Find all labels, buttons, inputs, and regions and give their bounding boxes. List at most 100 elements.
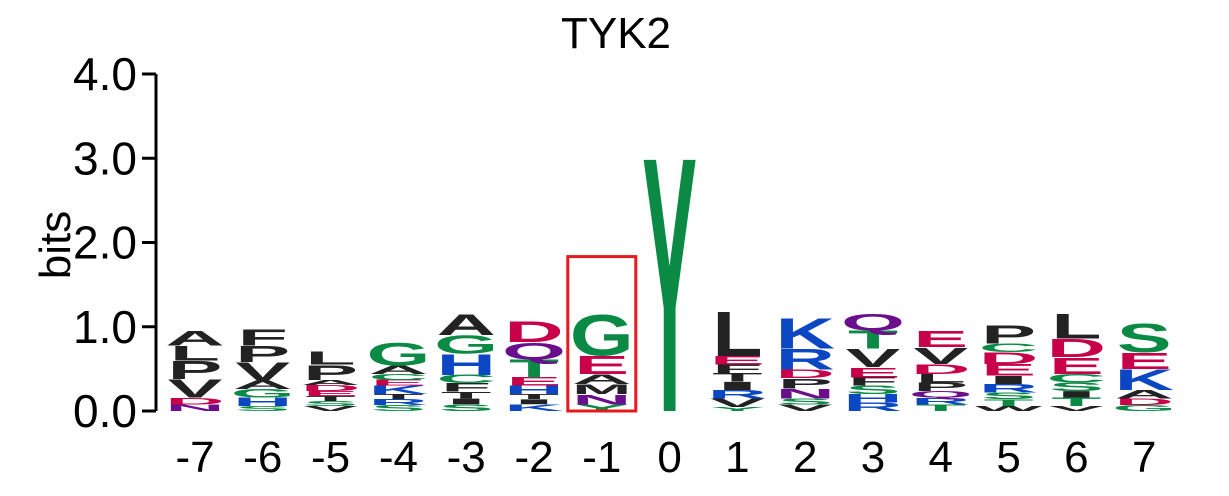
logo-letter: F xyxy=(238,324,288,350)
logo-letter: S xyxy=(371,404,426,413)
logo-letter: T xyxy=(509,393,559,401)
logo-letter: C xyxy=(1047,372,1106,385)
logo-letter: C xyxy=(437,373,496,386)
logo-letter: G xyxy=(1112,404,1176,413)
logo-letter: E xyxy=(710,354,765,367)
logo-letter: L xyxy=(712,298,762,370)
logo-letter: H xyxy=(504,384,563,397)
logo-letter: V xyxy=(710,396,765,409)
logo-letter: Y xyxy=(642,81,697,489)
logo-letter: V xyxy=(235,357,290,386)
x-tick-label: 2 xyxy=(793,433,817,482)
logo-letter: P xyxy=(303,361,358,385)
logo-letter: Y xyxy=(710,406,765,413)
logo-letter: A xyxy=(165,326,224,350)
logo-letter: S xyxy=(778,397,833,406)
x-tick-label: 1 xyxy=(725,433,749,482)
logo-letter: P xyxy=(235,341,290,367)
y-tick-label: 4.0 xyxy=(73,48,137,100)
logo-letter: T xyxy=(916,403,967,413)
logo-letter: P xyxy=(981,320,1036,349)
logo-letter: V xyxy=(778,403,833,413)
logo-letter: C xyxy=(369,373,428,382)
logo-letter: R xyxy=(708,388,767,401)
chart-title: TYK2 xyxy=(561,9,671,58)
logo-letter: D xyxy=(504,316,563,349)
logo-letter: N xyxy=(776,386,835,402)
logo-letter: D xyxy=(911,362,970,378)
highlight-box xyxy=(566,255,638,413)
x-tick-label: 6 xyxy=(1064,433,1088,482)
logo-letter: E xyxy=(981,361,1036,380)
y-tick-label: 1.0 xyxy=(73,301,137,353)
logo-letter: T xyxy=(441,390,492,400)
logo-letter: H xyxy=(437,349,496,382)
logo-letter: N xyxy=(165,403,224,413)
logo-letter: H xyxy=(233,396,292,409)
logo-letter: Q xyxy=(909,389,973,399)
logo-letter: G xyxy=(366,336,430,373)
logo-letter: F xyxy=(712,363,762,376)
logo-letter: D xyxy=(776,368,835,381)
logo-letter: D xyxy=(1047,334,1106,363)
logo-letter: D xyxy=(301,383,360,392)
logo-letter: T xyxy=(1051,396,1101,409)
logo-letter: A xyxy=(437,309,496,342)
x-tick-label: -1 xyxy=(582,433,621,482)
x-axis-tick-labels: -7 -6 -5 -4 -3 -2 -1 0 1 2 3 4 5 6 7 xyxy=(175,433,1156,482)
logo-letter: A xyxy=(369,364,428,377)
logo-letter: R xyxy=(369,398,428,407)
logo-letter: K xyxy=(776,310,835,358)
logo-letter: I xyxy=(983,374,1034,387)
logo-letter: L xyxy=(170,341,220,365)
logo-letter: P xyxy=(913,380,968,393)
logo-letter: P xyxy=(168,356,223,385)
x-tick-label: -4 xyxy=(379,433,418,482)
x-tick-label: 3 xyxy=(861,433,885,482)
x-tick-label: -7 xyxy=(175,433,214,482)
logo-letter: I xyxy=(1051,389,1102,399)
logo-letter: K xyxy=(1115,364,1174,397)
logo-letter: V xyxy=(168,374,223,403)
logo-letter: R xyxy=(911,396,970,406)
logo-letter: L xyxy=(306,348,356,369)
logo-letter: K xyxy=(504,403,563,413)
logo-letter: A xyxy=(572,372,631,388)
y-tick-label: 3.0 xyxy=(73,132,137,184)
logo-letter: S xyxy=(235,405,290,413)
logo-letter: R xyxy=(843,401,902,414)
logo-letter: F xyxy=(441,381,491,394)
x-tick-label: -6 xyxy=(243,433,282,482)
logo-letter: E xyxy=(1117,348,1172,374)
logo-letter: P xyxy=(778,376,833,392)
logo-letter: D xyxy=(165,396,224,406)
logo-letter: G xyxy=(434,330,498,359)
logo-letter: E xyxy=(574,351,629,380)
logo-stacks: NDVPLASHGAVPFVSTEDAPLSRTKECAGSITFCHGAKIT… xyxy=(165,81,1176,489)
logo-letter: L xyxy=(916,372,966,385)
logo-letter: M xyxy=(572,382,631,398)
logo-letter: Q xyxy=(841,309,905,335)
logo-letter: E xyxy=(846,365,901,381)
logo-letter: S xyxy=(1049,380,1104,393)
logo-letter: K xyxy=(369,384,428,397)
logo-letter: S xyxy=(303,400,358,408)
x-tick-label: 5 xyxy=(996,433,1020,482)
logo-letter: T xyxy=(373,393,423,401)
y-tick-label: 0.0 xyxy=(73,385,137,437)
logo-letter: E xyxy=(371,378,426,387)
logo-letter: F xyxy=(848,375,898,388)
x-tick-label: -5 xyxy=(311,433,350,482)
x-tick-label: 7 xyxy=(1132,433,1156,482)
logo-letter: A xyxy=(1115,388,1174,401)
logo-letter: E xyxy=(303,390,358,398)
logo-letter: C xyxy=(979,342,1038,355)
logo-letter: V xyxy=(1049,405,1104,413)
logo-letter: V xyxy=(913,342,968,368)
logo-letter: Y xyxy=(574,403,629,413)
logo-letter: D xyxy=(1115,397,1174,407)
logo-letter: S xyxy=(846,384,901,397)
y-tick-label: 2.0 xyxy=(73,217,137,269)
logo-letter: V xyxy=(303,405,358,413)
logo-letter: S xyxy=(1117,315,1172,361)
